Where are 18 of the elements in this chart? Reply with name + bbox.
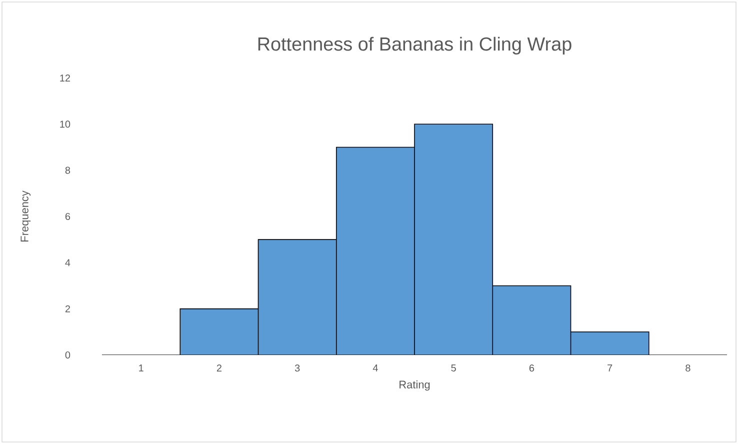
y-tick-label: 0 <box>65 351 70 359</box>
x-tick-label: 2 <box>216 364 222 372</box>
y-tick-label: 6 <box>65 212 70 220</box>
x-axis-title: Rating <box>400 380 430 391</box>
x-tick-label: 1 <box>139 364 144 372</box>
y-axis-title: Frequency <box>20 190 31 242</box>
y-tick-label: 8 <box>65 166 70 174</box>
x-tick-label: 6 <box>529 364 534 372</box>
y-tick-label: 10 <box>60 120 70 128</box>
x-tick-label: 7 <box>608 364 612 372</box>
y-tick-label: 12 <box>60 74 70 82</box>
x-tick-label: 3 <box>294 364 300 372</box>
y-tick-label: 2 <box>65 305 70 312</box>
y-tick-label: 4 <box>65 259 70 266</box>
x-tick-label: 5 <box>451 364 456 372</box>
x-tick-label: 4 <box>372 364 378 372</box>
chart-title: Rottenness of Bananas in Cling Wrap <box>258 36 572 54</box>
x-tick-label: 8 <box>686 364 690 372</box>
